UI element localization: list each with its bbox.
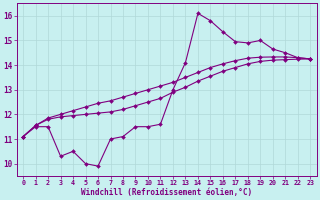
X-axis label: Windchill (Refroidissement éolien,°C): Windchill (Refroidissement éolien,°C) xyxy=(81,188,252,197)
